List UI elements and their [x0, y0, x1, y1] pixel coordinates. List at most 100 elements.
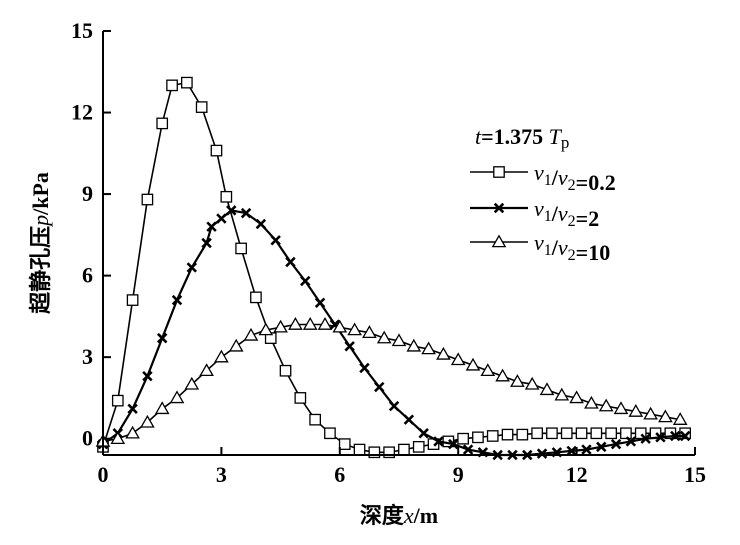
y-tick-label: 3: [82, 344, 93, 369]
data-point: [279, 364, 292, 377]
data-point: [140, 414, 155, 428]
legend-item: v1/v2=2: [470, 196, 599, 231]
data-point: [655, 432, 666, 443]
data-point: [199, 363, 214, 377]
data-point: [169, 390, 185, 404]
legend-marker: [493, 202, 505, 214]
x-tick-label: 15: [684, 462, 706, 487]
data-point: [383, 446, 395, 459]
data-point: [596, 441, 607, 453]
data-point: [126, 294, 139, 306]
x-tick-label: 9: [453, 462, 464, 487]
data-point: [184, 376, 200, 390]
data-point: [314, 297, 326, 309]
data-point: [634, 427, 647, 440]
data-point: [610, 438, 622, 450]
data-point: [111, 394, 124, 407]
data-point: [412, 440, 425, 453]
data-point: [376, 330, 392, 344]
data-point: [664, 427, 677, 440]
data-point: [628, 404, 644, 417]
data-point: [605, 427, 617, 440]
legend-title: t=1.375 Tp: [475, 124, 569, 152]
legend-item: v1/v2=0.2: [470, 160, 616, 195]
x-axis-title: 深度x/m: [360, 503, 438, 528]
data-point: [273, 319, 288, 333]
data-point: [450, 352, 466, 366]
data-point: [255, 218, 267, 230]
data-point: [353, 443, 366, 456]
data-point: [584, 395, 599, 409]
legend-item: v1/v2=10: [470, 230, 610, 265]
data-point: [294, 392, 307, 404]
data-point: [524, 376, 540, 390]
data-point: [462, 444, 474, 455]
data-point: [210, 144, 223, 157]
data-point: [480, 363, 496, 377]
data-point: [344, 341, 355, 352]
data-point: [125, 425, 140, 439]
legend-label: v1/v2=2: [534, 196, 599, 231]
data-point: [332, 319, 348, 333]
data-point: [575, 427, 588, 440]
data-point: [403, 414, 415, 425]
data-point: [181, 76, 193, 89]
data-point: [240, 207, 252, 219]
y-tick-label: 0: [82, 426, 93, 451]
data-point: [368, 446, 381, 459]
data-point: [536, 448, 548, 459]
data-point: [613, 401, 629, 415]
data-point: [324, 427, 336, 440]
data-point: [560, 427, 573, 440]
data-point: [670, 430, 681, 442]
data-point: [501, 428, 514, 441]
data-point: [391, 333, 407, 347]
data-point: [309, 413, 321, 426]
data-point: [510, 374, 525, 387]
legend-label: v1/v2=0.2: [534, 160, 616, 195]
data-point: [554, 387, 570, 401]
data-point: [486, 430, 499, 442]
y-tick-label: 15: [71, 18, 93, 43]
data-point: [679, 427, 691, 440]
data-point: [317, 317, 333, 330]
data-point: [338, 438, 351, 450]
data-point: [566, 445, 577, 457]
data-point: [398, 443, 410, 456]
data-point: [300, 275, 311, 287]
data-point: [201, 237, 212, 249]
data-point: [457, 432, 469, 445]
data-point: [214, 349, 229, 363]
data-point: [495, 368, 510, 382]
data-point: [421, 341, 436, 355]
data-point: [531, 427, 543, 440]
data-point: [220, 190, 233, 203]
data-point: [216, 213, 227, 224]
data-point: [672, 412, 688, 425]
data-point: [206, 221, 217, 232]
data-point: [226, 205, 237, 216]
data-point: [127, 403, 138, 415]
data-point: [347, 322, 362, 336]
data-point: [154, 401, 170, 415]
data-point: [156, 332, 168, 344]
data-point: [141, 193, 154, 206]
data-point: [581, 444, 592, 455]
data-point: [250, 291, 262, 304]
data-point: [388, 400, 400, 412]
y-axis-title: 超静孔压p/kPa: [28, 172, 53, 314]
data-point: [359, 362, 370, 374]
axes: 0 3 6 9 12 15 0 3 6 9 12 15 深度x/m 超静孔压p/kPa: [28, 18, 706, 528]
data-point: [270, 235, 281, 246]
data-point: [590, 427, 603, 440]
series-triangle: [95, 317, 688, 447]
data-point: [620, 427, 632, 440]
data-point: [658, 409, 673, 423]
data-point: [362, 325, 377, 338]
data-point: [406, 338, 422, 352]
data-point: [285, 256, 296, 268]
x-tick-label: 0: [98, 462, 109, 487]
data-point: [186, 262, 198, 273]
legend-marker: [493, 166, 505, 178]
x-tick-label: 12: [566, 462, 588, 487]
